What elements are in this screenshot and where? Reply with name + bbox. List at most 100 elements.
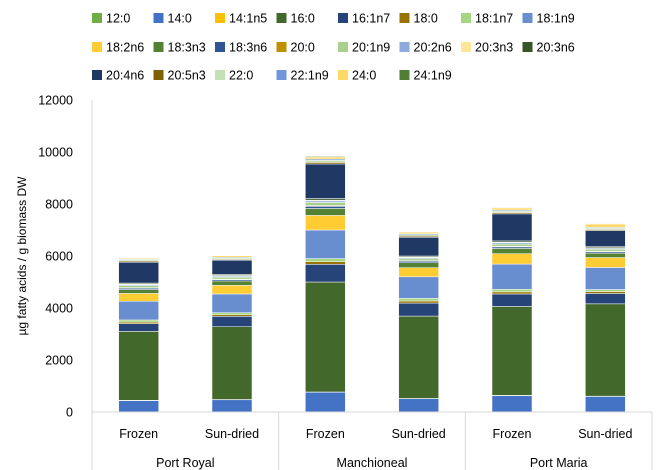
legend-item-20-3n3: 20:3n3: [461, 41, 513, 55]
bar-segment-24-1n9: [305, 155, 346, 158]
legend-swatch: [522, 42, 533, 52]
x-category-label: Frozen: [119, 427, 158, 441]
bar-segment-18-0: [305, 261, 346, 265]
legend-swatch: [276, 70, 287, 80]
x-category-label: Sun-dried: [205, 427, 259, 441]
legend-item-20-0: 20:0: [276, 41, 315, 55]
legend-swatch: [338, 70, 348, 80]
bar-segment-18-1n9: [491, 263, 533, 290]
legend-label: 18:3n6: [229, 41, 267, 55]
legend-swatch: [338, 13, 348, 23]
legend-item-18-1n7: 18:1n7: [461, 12, 513, 26]
legend-swatch: [92, 13, 102, 23]
legend-label: 18:0: [414, 12, 438, 26]
bar-segment-20-4n6: [118, 261, 159, 284]
bar-segment-24-1n9: [211, 254, 253, 256]
x-category-label: Sun-dried: [392, 427, 446, 441]
bar-segment-16-1n7: [398, 302, 439, 317]
legend-label: 14:1n5: [229, 12, 267, 26]
legend-item-20-5n3: 20:5n3: [153, 69, 206, 83]
legend-label: 12:0: [106, 12, 130, 26]
legend-swatch: [276, 42, 287, 52]
bar-segment-16-0: [491, 306, 533, 396]
legend-label: 20:5n3: [168, 69, 206, 83]
bar-segment-18-3n3: [585, 252, 626, 258]
x-group-label: Port Royal: [156, 456, 214, 470]
legend-swatch: [153, 42, 164, 52]
legend-label: 20:0: [291, 41, 315, 55]
bar-segment-18-1n9: [585, 267, 626, 290]
legend-label: 20:3n3: [475, 41, 513, 55]
legend-label: 22:0: [229, 69, 253, 83]
bar-segment-14-0: [585, 396, 626, 412]
legend-item-18-2n6: 18:2n6: [92, 41, 144, 55]
y-tick-label: 0: [66, 406, 73, 420]
bar-segment-16-0: [398, 315, 439, 399]
bar-segment-14-0: [211, 399, 253, 412]
y-tick-label: 10000: [38, 146, 73, 160]
legend-swatch: [92, 70, 102, 80]
bar-segment-20-1n9: [491, 243, 533, 247]
bar-segment-18-2n6: [398, 267, 439, 278]
x-category-label: Frozen: [306, 427, 345, 441]
legend-label: 20:4n6: [106, 69, 144, 83]
y-tick-label: 12000: [38, 94, 73, 108]
bar-segment-24-1n9: [585, 223, 626, 225]
bar-segment-18-1n7: [585, 289, 626, 292]
y-tick-label: 8000: [45, 198, 73, 212]
bar-segment-16-0: [211, 326, 253, 400]
bar-segment-14-0: [305, 391, 346, 412]
bar-segment-16-1n7: [118, 323, 159, 332]
bar-segment-18-0: [398, 300, 439, 304]
bar-segment-18-1n7: [491, 289, 533, 293]
bar-segment-18-2n6: [491, 253, 533, 265]
legend-swatch: [522, 13, 533, 23]
legend-item-14-0: 14:0: [153, 12, 192, 26]
bar-segment-18-1n9: [305, 229, 346, 259]
legend-swatch: [399, 13, 410, 23]
legend-swatch: [461, 13, 471, 23]
legend: 12:0 14:0 14:1n5 16:0 16:1n7 18:0 18:1n7 18:1n9…: [92, 12, 575, 83]
y-axis-title: µg fatty acids / g biomass DW: [15, 176, 29, 336]
bar-segment-16-0: [305, 281, 346, 393]
legend-swatch: [276, 13, 287, 23]
legend-label: 24:0: [352, 69, 376, 83]
legend-swatch: [215, 70, 225, 80]
legend-item-18-3n3: 18:3n3: [153, 41, 206, 55]
x-category-label: Sun-dried: [578, 427, 632, 441]
legend-label: 20:1n9: [352, 41, 390, 55]
bar-segment-18-1n7: [305, 258, 346, 262]
bar-segment-20-1n9: [118, 285, 159, 288]
legend-label: 14:0: [168, 12, 192, 26]
legend-swatch: [215, 42, 225, 52]
bar-segment-24-0: [585, 223, 626, 228]
y-tick-label: 4000: [45, 302, 73, 316]
x-group-label: Manchioneal: [337, 456, 408, 470]
y-axis: 0 2000 4000 6000 8000 10000 12000: [38, 94, 93, 420]
legend-label: 20:2n6: [414, 41, 452, 55]
bars: [118, 155, 626, 413]
y-tick-label: 2000: [45, 354, 73, 368]
bar-stack-4: [491, 207, 533, 413]
bar-segment-18-2n6: [585, 257, 626, 268]
bar-segment-16-0: [585, 303, 626, 397]
bar-segment-18-1n7: [211, 312, 253, 316]
legend-swatch: [338, 42, 348, 52]
bar-segment-24-1n9: [398, 231, 439, 233]
legend-swatch: [153, 70, 164, 80]
bar-segment-18-3n3: [211, 280, 253, 286]
bar-segment-18-1n9: [118, 300, 159, 321]
legend-swatch: [92, 42, 102, 52]
bar-segment-18-1n9: [398, 276, 439, 299]
bar-segment-22-0: [305, 160, 346, 163]
bar-segment-18-2n6: [211, 285, 253, 295]
bar-segment-20-1n9: [305, 202, 346, 206]
bar-segment-14-0: [491, 395, 533, 412]
legend-item-16-0: 16:0: [276, 12, 315, 26]
legend-item-24-1n9: 24:1n9: [399, 69, 452, 83]
legend-label: 18:1n9: [537, 12, 575, 26]
bar-segment-20-4n6: [398, 237, 439, 257]
legend-swatch: [399, 42, 410, 52]
bar-stack-5: [585, 223, 626, 413]
